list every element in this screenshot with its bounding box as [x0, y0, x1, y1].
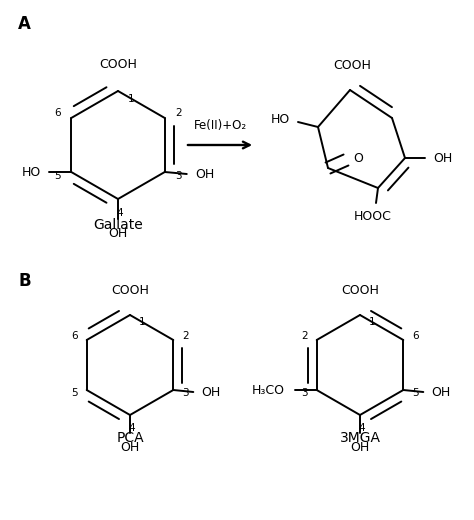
- Text: 3: 3: [301, 388, 308, 398]
- Text: A: A: [18, 15, 31, 33]
- Text: 1: 1: [369, 317, 375, 327]
- Text: OH: OH: [120, 441, 140, 454]
- Text: 6: 6: [55, 108, 61, 118]
- Text: 4: 4: [359, 423, 365, 433]
- Text: OH: OH: [201, 385, 220, 398]
- Text: OH: OH: [431, 385, 451, 398]
- Text: OH: OH: [350, 441, 370, 454]
- Text: 6: 6: [71, 331, 78, 341]
- Text: 2: 2: [182, 331, 189, 341]
- Text: HO: HO: [271, 112, 290, 125]
- Text: Fe(II)+O₂: Fe(II)+O₂: [193, 119, 246, 132]
- Text: 5: 5: [412, 388, 419, 398]
- Text: OH: OH: [109, 227, 128, 240]
- Text: COOH: COOH: [341, 284, 379, 297]
- Text: OH: OH: [433, 151, 452, 164]
- Text: 4: 4: [128, 423, 135, 433]
- Text: OH: OH: [195, 167, 214, 180]
- Text: 3: 3: [182, 388, 189, 398]
- Text: HOOC: HOOC: [354, 210, 392, 223]
- Text: 6: 6: [412, 331, 419, 341]
- Text: O: O: [353, 151, 363, 164]
- Text: 4: 4: [117, 208, 123, 218]
- Text: 3MGA: 3MGA: [339, 431, 381, 445]
- Text: COOH: COOH: [111, 284, 149, 297]
- Text: H₃CO: H₃CO: [252, 384, 285, 397]
- Text: Gallate: Gallate: [93, 218, 143, 232]
- Text: 3: 3: [175, 171, 182, 181]
- Text: 5: 5: [55, 171, 61, 181]
- Text: COOH: COOH: [333, 59, 371, 72]
- Text: COOH: COOH: [99, 58, 137, 71]
- Text: 2: 2: [175, 108, 182, 118]
- Text: B: B: [18, 272, 31, 290]
- Text: HO: HO: [22, 165, 41, 178]
- Text: 1: 1: [139, 317, 146, 327]
- Text: PCA: PCA: [116, 431, 144, 445]
- Text: 1: 1: [128, 94, 135, 104]
- Text: 2: 2: [301, 331, 308, 341]
- Text: 5: 5: [71, 388, 78, 398]
